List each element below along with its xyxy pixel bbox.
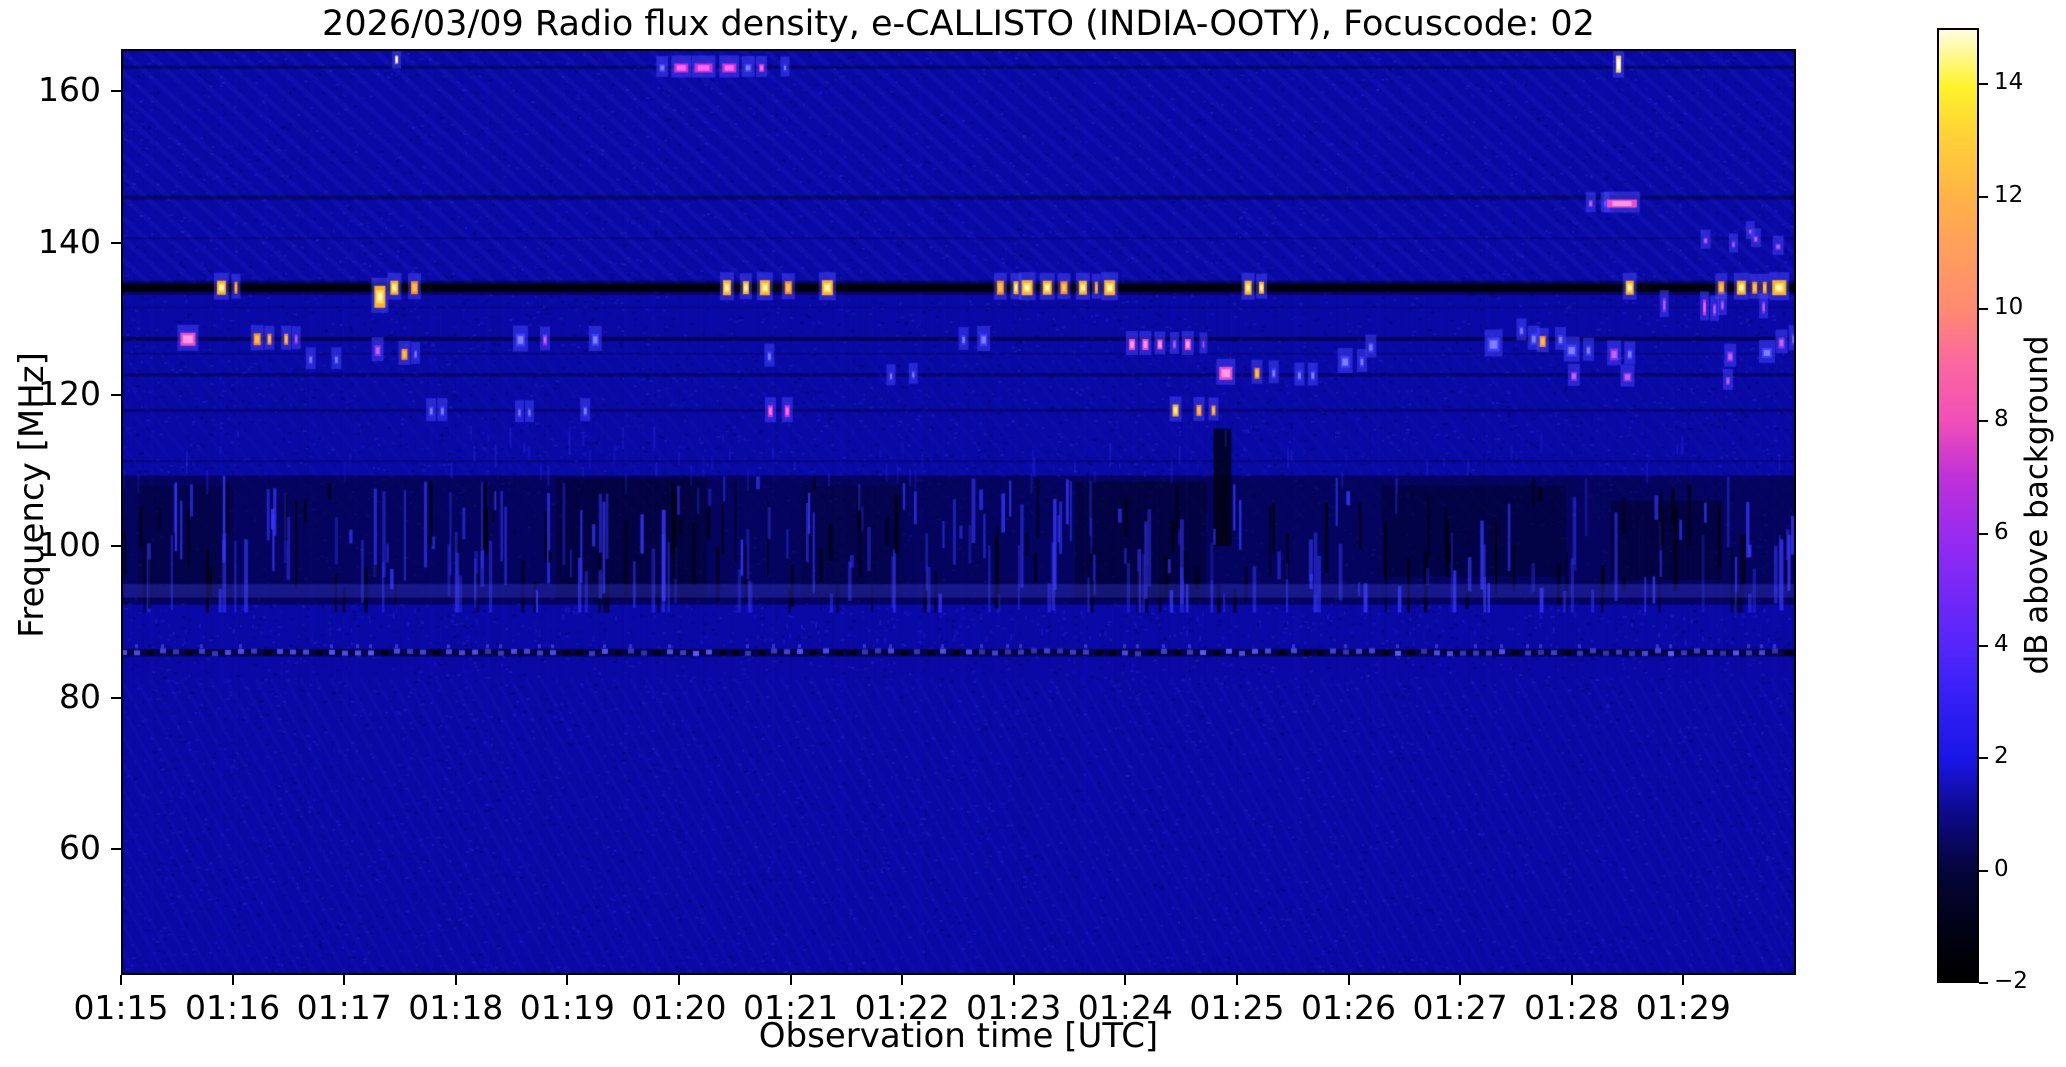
colorbar-tick [1979, 420, 1988, 423]
x-axis-tick-label: 01:22 [854, 988, 950, 1027]
colorbar-tick-label: 0 [1994, 855, 2009, 882]
x-axis-tick-label: 01:28 [1524, 988, 1620, 1027]
colorbar-tick-label: 12 [1994, 181, 2024, 208]
x-axis-tick [454, 975, 457, 985]
x-axis-tick [120, 975, 122, 985]
x-axis-tick [1235, 975, 1238, 985]
colorbar-tick [1979, 195, 1988, 198]
colorbar-tick [1979, 307, 1988, 310]
y-axis-tick-label: 120 [38, 373, 101, 413]
x-axis-tick-label: 01:21 [742, 988, 839, 1027]
x-axis-tick [1682, 975, 1685, 985]
colorbar [1937, 28, 1979, 983]
x-axis-tick [677, 975, 680, 985]
colorbar-tick [1979, 982, 1988, 984]
colorbar-label: dB above background [2019, 335, 2055, 675]
chart-title: 2026/03/09 Radio flux density, e-CALLIST… [322, 4, 1595, 44]
colorbar-tick [1979, 644, 1988, 647]
y-axis-tick [111, 848, 121, 851]
y-axis-tick [111, 393, 121, 396]
colorbar-tick-label: −2 [1994, 968, 2028, 994]
colorbar-tick [1979, 532, 1988, 535]
x-axis-tick-label: 01:29 [1635, 988, 1731, 1027]
x-axis-tick [1347, 975, 1350, 985]
x-axis-tick-label: 01:25 [1189, 988, 1285, 1027]
x-axis-tick-label: 01:20 [631, 988, 727, 1027]
colorbar-tick [1979, 83, 1988, 86]
x-axis-tick [901, 975, 904, 985]
y-axis-tick [111, 696, 121, 699]
y-axis-tick-label: 80 [59, 676, 101, 716]
y-axis-tick-label: 60 [59, 828, 101, 868]
colorbar-tick-label: 10 [1994, 293, 2024, 320]
x-axis-tick [566, 975, 569, 985]
x-axis-tick-label: 01:16 [185, 988, 281, 1027]
x-axis-tick [789, 975, 792, 985]
x-axis-tick [231, 975, 234, 985]
x-axis-tick-label: 01:18 [408, 988, 504, 1027]
x-axis-tick-label: 01:19 [519, 988, 615, 1027]
spectrogram-canvas [121, 49, 1796, 975]
x-axis-tick [1570, 975, 1573, 985]
x-axis-tick-label: 01:17 [296, 988, 392, 1027]
y-axis-tick [111, 90, 121, 93]
y-axis-tick [111, 545, 121, 548]
y-axis-tick [111, 241, 121, 244]
x-axis-tick [1459, 975, 1462, 985]
x-axis-tick-label: 01:26 [1300, 988, 1397, 1027]
colorbar-tick [1979, 869, 1988, 872]
x-axis-tick-label: 01:24 [1077, 988, 1173, 1027]
colorbar-gradient [1939, 30, 1977, 981]
colorbar-tick-label: 2 [1994, 743, 2009, 770]
x-axis-tick [343, 975, 346, 985]
x-axis-tick-label: 01:15 [73, 988, 169, 1027]
y-axis-tick-label: 140 [38, 221, 101, 261]
colorbar-tick-label: 4 [1994, 630, 2009, 657]
y-axis-tick-label: 100 [38, 525, 101, 565]
x-axis-tick [1012, 975, 1015, 985]
x-axis-tick [1124, 975, 1127, 985]
colorbar-tick [1979, 757, 1988, 760]
x-axis-tick-label: 01:27 [1412, 988, 1508, 1027]
y-axis-tick-label: 160 [38, 70, 101, 110]
colorbar-tick-label: 8 [1994, 406, 2009, 433]
x-axis-tick-label: 01:23 [966, 988, 1062, 1027]
colorbar-tick-label: 14 [1994, 69, 2024, 96]
colorbar-tick-label: 6 [1994, 518, 2009, 545]
x-axis-label: Observation time [UTC] [758, 1016, 1159, 1056]
